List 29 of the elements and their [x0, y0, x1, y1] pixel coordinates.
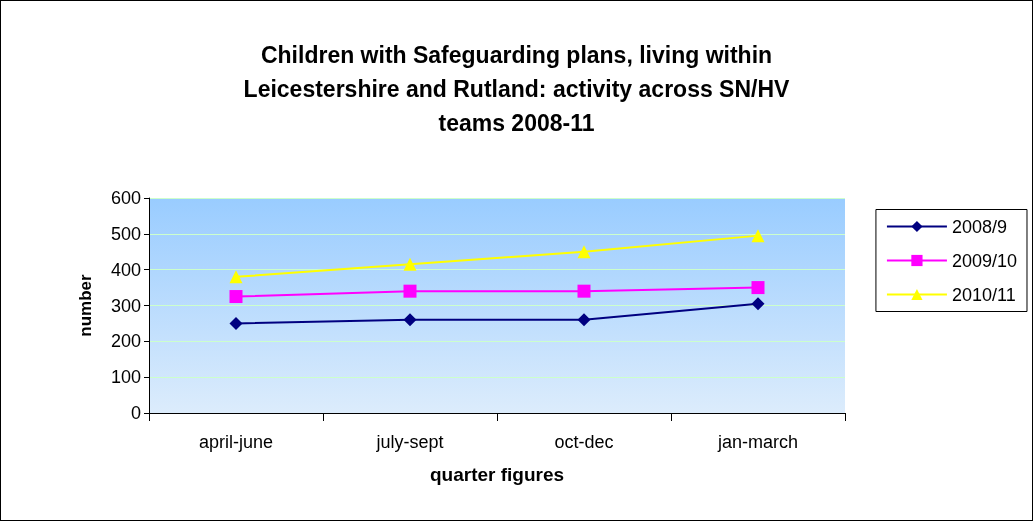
x-tick-label: oct-dec [554, 432, 614, 452]
point [751, 281, 765, 295]
point [577, 245, 591, 259]
point [229, 316, 243, 330]
point [229, 290, 243, 304]
point [577, 313, 591, 327]
point [229, 270, 243, 284]
legend-label: 2010/11 [951, 284, 1016, 305]
y-tick-label: 0 [130, 403, 141, 423]
point [577, 284, 591, 298]
point [751, 229, 765, 243]
point [403, 257, 417, 271]
y-tick-label: 600 [110, 188, 141, 208]
y-axis-title: number [76, 273, 95, 337]
y-tick-label: 200 [110, 331, 141, 352]
legend-label: 2009/10 [951, 250, 1018, 271]
x-tick-label: july-sept [375, 432, 444, 452]
y-tick-label: 100 [110, 367, 141, 388]
point [403, 313, 417, 327]
legend-label: 2008/9 [951, 216, 1007, 237]
y-tick-label: 400 [110, 259, 141, 280]
chart-title: Children with Safeguarding plans, living within Leicestershire and Rutland: activity across SN/HV teams 2008-11 [243, 42, 791, 136]
point [403, 284, 417, 298]
y-tick-label: 500 [110, 223, 141, 244]
x-tick-label: jan-march [716, 432, 799, 452]
x-tick-label: april-june [198, 432, 274, 452]
x-axis-title: quarter figures [429, 464, 565, 485]
y-tick-label: 300 [110, 295, 141, 316]
point [751, 297, 765, 311]
